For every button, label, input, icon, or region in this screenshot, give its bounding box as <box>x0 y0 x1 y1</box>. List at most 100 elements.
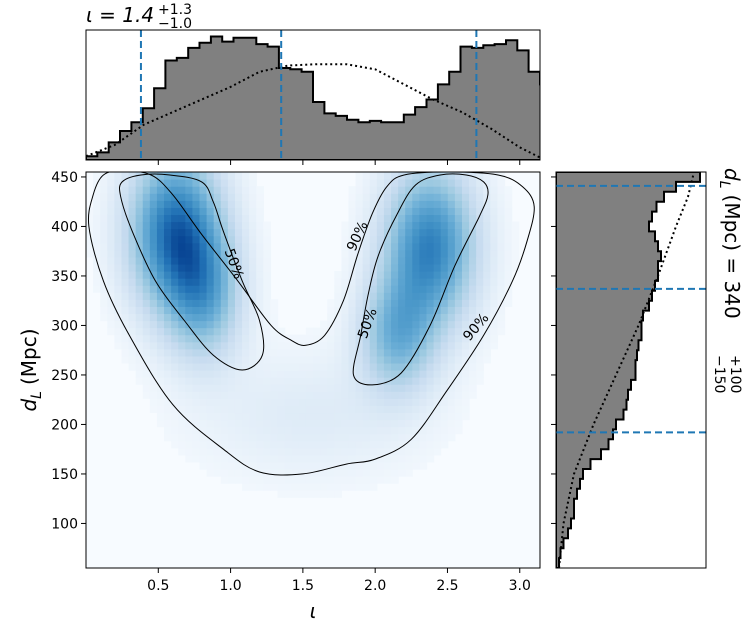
heatmap-cell <box>121 320 130 329</box>
heatmap-cell <box>469 228 477 237</box>
heatmap-cell <box>234 384 243 392</box>
heatmap-cell <box>234 469 243 477</box>
heatmap-cell <box>277 341 286 350</box>
heatmap-cell <box>412 370 420 378</box>
heatmap-cell <box>490 200 499 208</box>
heatmap-cell <box>469 256 477 265</box>
heatmap-cell <box>220 179 229 187</box>
heatmap-cell <box>185 341 193 350</box>
heatmap-cell <box>242 256 250 265</box>
heatmap-cell <box>405 249 413 258</box>
heatmap-cell <box>504 278 513 286</box>
heatmap-cell <box>412 292 420 300</box>
heatmap-cell <box>369 278 378 286</box>
heatmap-cell <box>391 221 399 230</box>
heatmap-cell <box>220 341 229 350</box>
heatmap-cell <box>376 271 385 279</box>
heatmap-cell <box>461 306 470 315</box>
heatmap-cell <box>476 355 484 364</box>
heatmap-cell <box>469 355 477 364</box>
heatmap-cell <box>178 348 186 357</box>
heatmap-cell <box>192 242 201 251</box>
heatmap-cell <box>398 221 406 230</box>
heatmap-cell <box>376 306 385 315</box>
heatmap-cell <box>511 235 520 244</box>
heatmap-cell <box>341 242 350 251</box>
heatmap-cell <box>419 193 428 201</box>
right-prior-line <box>558 172 695 568</box>
heatmap-cell <box>192 370 201 378</box>
heatmap-cell <box>227 398 236 406</box>
heatmap-cell <box>504 235 513 244</box>
heatmap-cell <box>341 327 350 336</box>
heatmap-cell <box>242 370 250 378</box>
heatmap-cell <box>234 292 243 300</box>
heatmap-cell <box>391 235 399 244</box>
heatmap-cell <box>227 256 236 265</box>
heatmap-cell <box>277 412 286 421</box>
heatmap-cell <box>362 327 371 336</box>
heatmap-cell <box>234 405 243 414</box>
heatmap-cell <box>114 271 123 279</box>
heatmap-cell <box>447 186 456 194</box>
heatmap-cell <box>298 334 307 343</box>
heatmap-cell <box>227 278 236 286</box>
heatmap-cell <box>284 391 293 399</box>
heatmap-cell <box>291 447 300 456</box>
heatmap-cell <box>171 320 179 329</box>
heatmap-cell <box>206 200 215 208</box>
heatmap-cell <box>412 377 420 385</box>
heatmap-cell <box>135 377 144 385</box>
heatmap-cell <box>249 348 257 357</box>
heatmap-cell <box>185 334 193 343</box>
heatmap-cell <box>234 313 243 322</box>
heatmap-cell <box>334 469 342 477</box>
heatmap-cell <box>270 391 279 399</box>
heatmap-cell <box>355 454 364 463</box>
heatmap-cell <box>461 228 470 237</box>
heatmap-cell <box>220 440 229 449</box>
heatmap-cell <box>433 419 442 428</box>
heatmap-cell <box>447 370 456 378</box>
heatmap-cell <box>270 433 279 442</box>
heatmap-cell <box>341 341 350 350</box>
heatmap-cell <box>114 327 123 336</box>
heatmap-cell <box>490 242 499 251</box>
heatmap-cell <box>412 419 420 428</box>
heatmap-cell <box>440 278 449 286</box>
heatmap-cell <box>341 419 350 428</box>
heatmap-cell <box>490 285 499 293</box>
heatmap-cell <box>405 377 413 385</box>
heatmap-cell <box>234 355 243 364</box>
heatmap-cell <box>220 412 229 421</box>
heatmap-cell <box>398 263 406 272</box>
heatmap-cell <box>242 334 250 343</box>
heatmap-cell <box>270 306 279 315</box>
heatmap-cell <box>242 320 250 329</box>
heatmap-cell <box>383 355 392 364</box>
heatmap-cell <box>320 476 328 484</box>
heatmap-cell <box>185 292 193 300</box>
heatmap-cell <box>334 334 342 343</box>
heatmap-cell <box>249 193 257 201</box>
heatmap-cell <box>440 320 449 329</box>
heatmap-cell <box>369 362 378 371</box>
heatmap-cell <box>270 327 279 336</box>
heatmap-cell <box>220 433 229 442</box>
heatmap-cell <box>355 221 364 230</box>
heatmap-cell <box>156 334 165 343</box>
heatmap-cell <box>142 214 151 223</box>
heatmap-cell <box>291 490 300 498</box>
heatmap-cell <box>227 193 236 201</box>
heatmap-cell <box>142 278 151 286</box>
heatmap-cell <box>334 398 342 406</box>
heatmap-cell <box>121 271 130 279</box>
heatmap-cell <box>213 172 222 180</box>
heatmap-cell <box>107 172 115 180</box>
heatmap-cell <box>185 193 193 201</box>
heatmap-cell <box>220 271 229 279</box>
heatmap-cell <box>291 476 300 484</box>
heatmap-cell <box>447 271 456 279</box>
heatmap-cell <box>334 412 342 421</box>
heatmap-cell <box>128 214 137 223</box>
